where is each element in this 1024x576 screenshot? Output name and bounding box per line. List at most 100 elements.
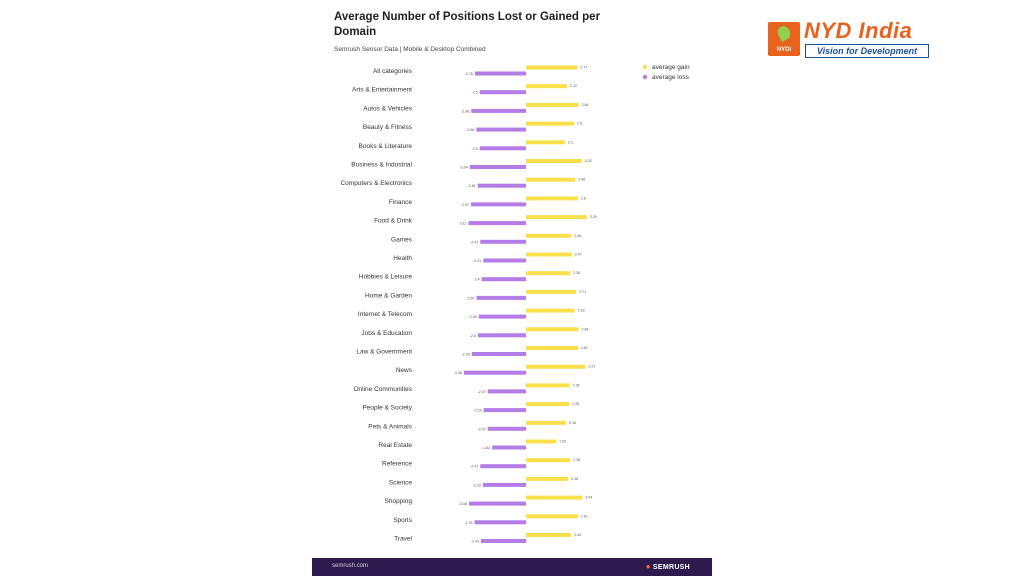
category-label: Arts & Entertainment <box>352 87 412 94</box>
logo-emblem: NYDI <box>768 22 800 56</box>
loss-bar <box>479 90 526 95</box>
category-label: Internet & Telecom <box>358 311 412 318</box>
gain-data-label: 2.16 <box>569 421 576 425</box>
gain-bar <box>526 402 570 407</box>
loss-bar <box>477 333 526 338</box>
gain-data-label: 2.81 <box>581 514 588 518</box>
gain-bar <box>526 252 572 257</box>
chart-plot: All categories 2.77 -2.76 Arts & Entertainm… <box>340 64 690 544</box>
loss-data-label: -2.67 <box>466 296 474 300</box>
chart-subtitle: Semrush Sensor Data | Mobile & Desktop C… <box>334 46 486 53</box>
category-label: People & Society <box>362 405 412 412</box>
gain-data-label: 2.38 <box>573 458 580 462</box>
loss-data-label: -2.5 <box>472 147 478 151</box>
loss-bar <box>480 239 526 244</box>
loss-data-label: -2.6 <box>470 334 476 338</box>
footer-url[interactable]: semrush.com <box>332 563 369 569</box>
gain-bar <box>526 439 557 444</box>
gain-bar <box>526 458 571 463</box>
gain-data-label: 2.66 <box>578 178 585 182</box>
category-label: Real Estate <box>378 442 412 449</box>
loss-bar <box>479 146 526 151</box>
legend-loss-swatch <box>642 74 648 80</box>
gain-data-label: 2.63 <box>578 309 585 313</box>
loss-bar <box>471 352 526 356</box>
loss-data-label: -2.07 <box>478 427 486 431</box>
loss-bar <box>492 445 526 450</box>
loss-data-label: -2.97 <box>461 203 469 207</box>
footer-bar: semrush.com ● SEMRUSH <box>312 558 712 576</box>
logo-emblem-text: NYDI <box>776 47 792 53</box>
gain-data-label: 3.21 <box>588 365 595 369</box>
loss-bar <box>474 520 526 525</box>
gain-bar <box>526 177 576 182</box>
loss-bar <box>483 408 526 413</box>
loss-data-label: -2.4 <box>473 278 479 282</box>
gain-data-label: 2.1 <box>568 140 573 144</box>
loss-data-label: -2.47 <box>470 465 478 469</box>
logo-name: NYD India <box>804 18 913 43</box>
gain-bar <box>526 84 568 89</box>
category-label: Health <box>393 255 412 262</box>
gain-bar <box>526 196 578 201</box>
gain-bar <box>526 140 565 145</box>
category-label: News <box>396 367 413 374</box>
loss-bar <box>463 370 526 375</box>
gain-data-label: 1.63 <box>559 440 566 444</box>
category-label: Autos & Vehicles <box>363 105 413 112</box>
loss-data-label: -3.36 <box>454 371 462 375</box>
loss-bar <box>481 277 526 282</box>
semrush-flame-icon: ● <box>645 562 651 571</box>
loss-bar <box>481 539 526 543</box>
gain-data-label: 2.81 <box>581 346 588 350</box>
chart-title: Average Number of Positions Lost or Gain… <box>334 11 601 38</box>
loss-bar <box>469 165 526 169</box>
loss-bar <box>474 71 526 76</box>
logo-tagline: Vision for Development <box>805 44 929 58</box>
loss-data-label: -2.33 <box>473 483 481 487</box>
gain-bar <box>526 514 578 519</box>
footer-brand-label: SEMRUSH <box>652 564 690 571</box>
gain-data-label: 2.8 <box>581 196 586 200</box>
loss-data-label: -2.07 <box>478 390 486 394</box>
category-label: Home & Garden <box>365 292 412 299</box>
loss-bar <box>469 501 526 506</box>
gain-data-label: 2.45 <box>574 234 581 238</box>
loss-data-label: -2.78 <box>464 521 472 525</box>
loss-bar <box>477 183 526 188</box>
category-label: Reference <box>382 461 412 468</box>
gain-data-label: 2.43 <box>574 533 581 537</box>
loss-data-label: -2.5 <box>472 91 478 95</box>
loss-bar <box>471 202 526 207</box>
category-label: Pets & Animals <box>368 423 412 430</box>
chart-card <box>312 0 712 576</box>
gain-bar <box>526 233 572 238</box>
loss-bar <box>487 426 526 431</box>
category-label: Games <box>391 236 413 243</box>
gain-bar <box>526 495 583 500</box>
gain-data-label: 3.29 <box>590 215 597 219</box>
loss-data-label: -2.29 <box>473 409 481 413</box>
footer-brand: ● SEMRUSH <box>646 562 690 571</box>
gain-data-label: 2.38 <box>573 271 580 275</box>
category-label: Travel <box>394 536 412 543</box>
gain-data-label: 2.22 <box>570 84 577 88</box>
loss-data-label: -2.96 <box>461 109 469 113</box>
gain-bar <box>526 420 566 425</box>
nyd-india-logo: NYDI NYD India Vision for Development <box>768 18 930 60</box>
legend-loss-label: average loss <box>652 74 690 81</box>
category-label: Shopping <box>385 498 413 505</box>
gain-data-label: 2.36 <box>573 383 580 387</box>
category-label: Beauty & Fitness <box>363 124 413 131</box>
loss-bar <box>476 295 526 300</box>
category-label: Sports <box>393 517 413 524</box>
category-label: Science <box>389 479 413 486</box>
legend-gain-label: average gain <box>652 64 690 71</box>
loss-data-label: -2.31 <box>473 259 481 263</box>
gain-bar <box>526 289 577 294</box>
gain-bar <box>526 364 586 369</box>
loss-data-label: -2.68 <box>466 128 474 132</box>
gain-data-label: 2.33 <box>572 402 579 406</box>
gain-data-label: 2.77 <box>580 66 587 70</box>
loss-data-label: -2.43 <box>471 540 479 544</box>
